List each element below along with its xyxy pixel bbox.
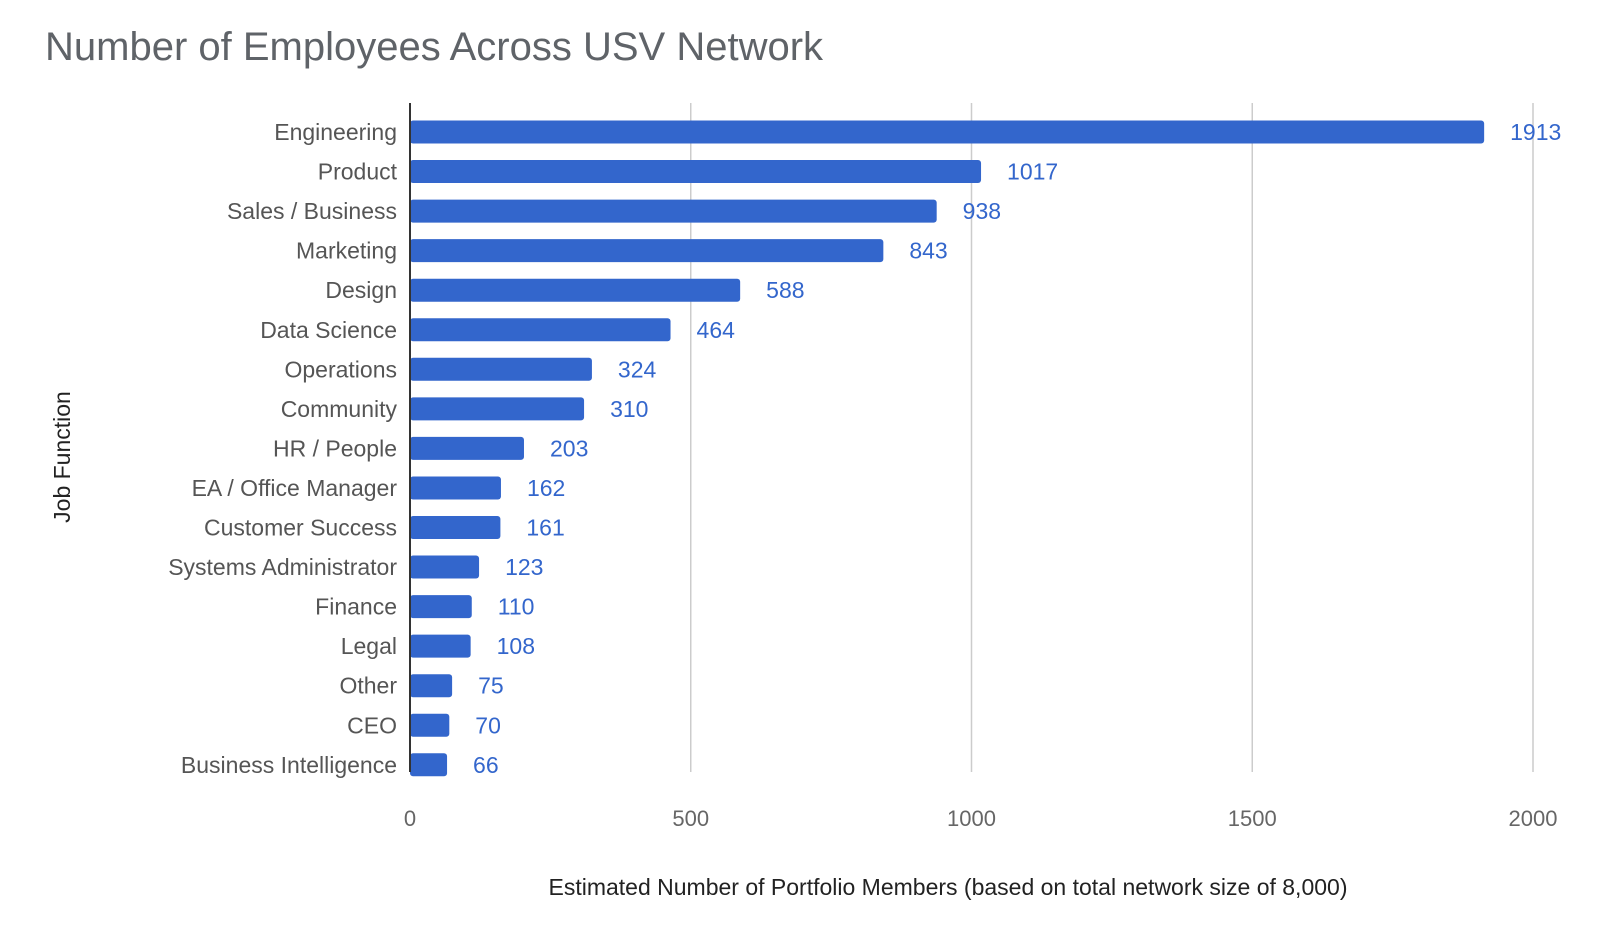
bar xyxy=(410,753,448,777)
category-label: EA / Office Manager xyxy=(192,475,398,501)
bar xyxy=(410,436,524,460)
data-label: 110 xyxy=(498,594,535,620)
bar xyxy=(410,713,450,737)
x-tick-label: 500 xyxy=(672,806,709,831)
data-label: 938 xyxy=(963,198,1001,224)
category-label: HR / People xyxy=(273,435,397,461)
category-label: Design xyxy=(325,277,397,303)
bar xyxy=(410,674,453,698)
bars xyxy=(410,120,1485,777)
data-label: 75 xyxy=(478,673,504,699)
data-label: 161 xyxy=(526,515,564,541)
category-label: Business Intelligence xyxy=(181,752,397,778)
category-label: Marketing xyxy=(296,238,397,264)
bar xyxy=(410,199,937,223)
category-label: Systems Administrator xyxy=(168,554,397,580)
x-axis-title: Estimated Number of Portfolio Members (b… xyxy=(549,874,1348,900)
x-tick-labels: 0 500 1000 1500 2000 xyxy=(404,806,1558,831)
bar xyxy=(410,160,982,184)
data-label: 588 xyxy=(766,277,804,303)
x-tick-label: 1000 xyxy=(947,806,996,831)
bar xyxy=(410,555,480,579)
bar xyxy=(410,397,585,421)
category-label: Sales / Business xyxy=(227,198,397,224)
bar xyxy=(410,357,592,381)
data-label: 324 xyxy=(618,356,657,382)
data-label: 70 xyxy=(475,712,501,738)
data-label: 843 xyxy=(909,238,947,264)
category-label: CEO xyxy=(347,712,397,738)
data-label: 464 xyxy=(697,317,736,343)
x-tick-label: 1500 xyxy=(1228,806,1277,831)
bar xyxy=(410,476,501,500)
data-label: 203 xyxy=(550,435,588,461)
x-tick-label: 2000 xyxy=(1509,806,1558,831)
x-tick-label: 0 xyxy=(404,806,416,831)
data-label: 162 xyxy=(527,475,565,501)
chart-title: Number of Employees Across USV Network xyxy=(45,25,824,69)
bar xyxy=(410,120,1485,144)
bar xyxy=(410,516,501,539)
bar xyxy=(410,239,884,263)
gridlines xyxy=(690,103,1534,772)
y-axis-title: Job Function xyxy=(49,391,75,523)
data-label: 123 xyxy=(505,554,543,580)
bar xyxy=(410,595,472,619)
category-labels: Engineering Product Sales / Business Market… xyxy=(168,119,397,778)
category-label: Engineering xyxy=(274,119,397,145)
bar xyxy=(410,634,471,658)
data-label: 1913 xyxy=(1510,119,1561,145)
data-label: 310 xyxy=(610,396,648,422)
category-label: Other xyxy=(339,673,397,699)
bar xyxy=(410,278,741,302)
category-label: Product xyxy=(318,159,398,185)
category-label: Finance xyxy=(315,594,397,620)
category-label: Community xyxy=(281,396,398,422)
category-label: Customer Success xyxy=(204,515,397,541)
bar xyxy=(410,318,671,342)
data-label: 1017 xyxy=(1007,159,1058,185)
data-label: 108 xyxy=(497,633,535,659)
category-label: Data Science xyxy=(260,317,397,343)
category-label: Legal xyxy=(341,633,397,659)
data-label: 66 xyxy=(473,752,499,778)
category-label: Operations xyxy=(284,356,397,382)
